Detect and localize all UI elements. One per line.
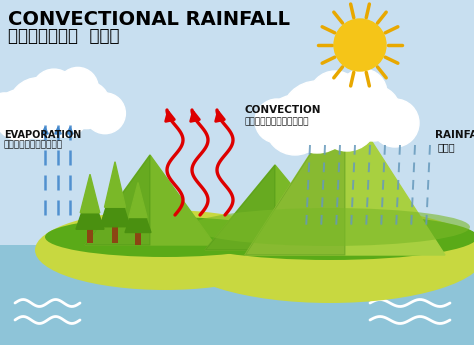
Ellipse shape xyxy=(45,217,285,257)
Circle shape xyxy=(8,78,69,139)
Polygon shape xyxy=(125,195,151,233)
Bar xyxy=(0,245,474,345)
Circle shape xyxy=(345,85,401,141)
Text: EVAPORATION: EVAPORATION xyxy=(4,130,81,140)
Text: ಮಳೆ: ಮಳೆ xyxy=(438,142,456,152)
Circle shape xyxy=(0,93,23,130)
Circle shape xyxy=(317,91,377,151)
Polygon shape xyxy=(85,155,215,245)
Polygon shape xyxy=(245,100,345,255)
Circle shape xyxy=(334,19,386,71)
Polygon shape xyxy=(205,165,345,250)
Text: CONVECTIONAL RAINFALL: CONVECTIONAL RAINFALL xyxy=(8,10,290,29)
Polygon shape xyxy=(104,162,126,207)
Polygon shape xyxy=(80,174,100,213)
Bar xyxy=(135,230,141,245)
Ellipse shape xyxy=(182,214,474,260)
Polygon shape xyxy=(100,178,130,227)
Polygon shape xyxy=(205,165,275,250)
Circle shape xyxy=(371,99,419,147)
Text: ಪ್ರತ್ಯಾವರ್ತನ: ಪ್ರತ್ಯಾವರ್ತನ xyxy=(245,117,310,126)
Polygon shape xyxy=(85,155,150,245)
Bar xyxy=(0,0,474,245)
Text: RAINFALL: RAINFALL xyxy=(435,130,474,140)
Circle shape xyxy=(339,69,387,117)
Polygon shape xyxy=(129,183,147,217)
Bar xyxy=(112,224,118,243)
Circle shape xyxy=(309,71,361,123)
Circle shape xyxy=(0,89,46,140)
Circle shape xyxy=(265,95,325,155)
Ellipse shape xyxy=(190,208,470,246)
Ellipse shape xyxy=(175,207,474,303)
Circle shape xyxy=(63,81,110,129)
Ellipse shape xyxy=(35,210,295,290)
Circle shape xyxy=(281,81,353,153)
Circle shape xyxy=(39,86,90,137)
Bar xyxy=(87,227,93,243)
Text: ಸಾಮಾನ್ಯ  ಮಳೆ: ಸಾಮಾನ್ಯ ಮಳೆ xyxy=(8,27,119,45)
Circle shape xyxy=(32,69,76,113)
Circle shape xyxy=(84,93,126,134)
Text: CONVECTION: CONVECTION xyxy=(245,105,321,115)
Circle shape xyxy=(255,99,299,143)
Polygon shape xyxy=(76,188,104,229)
Text: ಆವಿಯಾಗುವಿಕೆ: ಆವಿಯಾಗುವಿಕೆ xyxy=(4,140,63,149)
Polygon shape xyxy=(245,100,445,255)
Circle shape xyxy=(57,67,98,108)
